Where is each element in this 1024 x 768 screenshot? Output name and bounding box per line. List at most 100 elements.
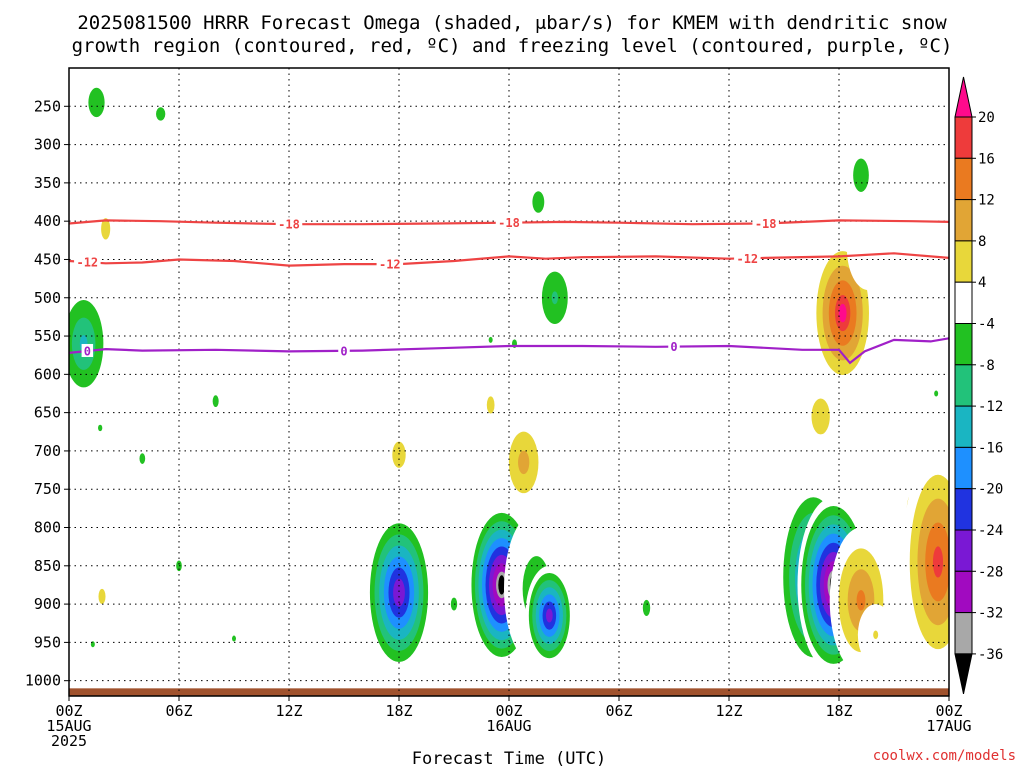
- contour-label-bg: [668, 339, 680, 353]
- omega-contour-pos4: [653, 542, 695, 620]
- contour-label: -12: [736, 252, 758, 266]
- y-tick-label: 700: [34, 442, 61, 460]
- omega-contour-neg8: [934, 390, 939, 397]
- colorbar-swatch: [954, 157, 973, 201]
- colorbar-label: 4: [978, 275, 986, 291]
- omega-contour-pos4: [123, 573, 162, 643]
- omega-contour-pos8: [873, 630, 879, 640]
- omega-region: [73, 152, 139, 306]
- omega-contour-pos4: [464, 144, 488, 168]
- omega-region: [835, 121, 887, 229]
- omega-contour-neg8: [139, 453, 146, 464]
- chart-title-line-2: growth region (contoured, red, ºC) and f…: [72, 35, 953, 57]
- colorbar-label: -4: [978, 317, 995, 333]
- colorbar-label: 16: [978, 151, 995, 167]
- x-tick-label: 18Z: [385, 702, 412, 720]
- y-tick-label: 600: [34, 365, 61, 383]
- x-tick-label: 2025: [51, 732, 87, 750]
- omega-contour-pos4: [843, 427, 879, 490]
- colorbar-swatch: [954, 446, 973, 490]
- omega-region: [524, 228, 553, 268]
- omega-region: [922, 374, 949, 413]
- omega-region: [843, 427, 879, 490]
- colorbar-label: 20: [978, 110, 995, 126]
- contour-label-bg: [74, 255, 101, 269]
- omega-contour-neg28: [545, 608, 553, 623]
- x-tick-label: 00Z: [495, 702, 522, 720]
- omega-contour-pos4: [914, 75, 949, 206]
- omega-contour-core: [838, 303, 847, 323]
- colorbar-label: -16: [978, 440, 1003, 456]
- x-tick-label: 00Z: [55, 702, 82, 720]
- x-tick-label: 18Z: [825, 702, 852, 720]
- colorbar-label: 8: [978, 234, 986, 250]
- ground-surface: [69, 688, 949, 696]
- omega-contour-pos4: [550, 90, 596, 183]
- y-tick-label: 850: [34, 557, 61, 575]
- x-tick-label: 17AUG: [926, 717, 971, 735]
- omega-region: [425, 435, 447, 451]
- omega-contour-neg8: [156, 107, 166, 121]
- omega-region: [365, 512, 433, 674]
- omega-contour-neg8: [853, 158, 869, 192]
- omega-region: [532, 251, 578, 344]
- x-tick-label: 12Z: [275, 702, 302, 720]
- colorbar-swatch: [954, 570, 973, 614]
- colorbar-label: -8: [978, 358, 995, 374]
- contour-label: 0: [670, 340, 677, 354]
- pressure-axis: 250 300 350 400 450 500 550 600 650 700 750 800 850 9…: [25, 97, 69, 690]
- omega-region: [525, 565, 574, 666]
- colorbar-swatch: [954, 199, 973, 242]
- omega-region: [82, 638, 103, 651]
- y-tick-label: 950: [34, 633, 61, 651]
- omega-region: [223, 630, 245, 647]
- omega-contour-pos8: [98, 588, 106, 604]
- omega-contour-pos20: [932, 546, 944, 578]
- colorbar: 20 16 12 8 4 -4 -8 -12 -16 -20 -24 -28 -32 -36: [954, 76, 1003, 695]
- contour-label: 0: [84, 344, 91, 358]
- colorbar-label: -28: [978, 564, 1003, 580]
- omega-contour-pos16: [856, 590, 866, 611]
- y-tick-label: 750: [34, 480, 61, 498]
- omega-contour-neg8: [532, 191, 545, 213]
- omega-contour-pos4: [183, 496, 205, 513]
- contour-label-bg: [376, 257, 404, 271]
- omega-contour-neg8: [88, 87, 105, 118]
- temperature-contours: -18 -18 -18 -12 -12 -12 0 0 0: [69, 215, 949, 365]
- omega-contour-pos8: [101, 218, 111, 240]
- y-tick-label: 450: [34, 250, 61, 268]
- colorbar-swatch: [954, 364, 973, 407]
- y-tick-label: 650: [34, 404, 61, 422]
- colorbar-swatch: [954, 323, 973, 366]
- omega-region: [123, 573, 162, 643]
- omega-region: [129, 117, 156, 149]
- omega-region: [499, 412, 548, 513]
- y-tick-label: 550: [34, 327, 61, 345]
- omega-region: [464, 144, 488, 168]
- y-tick-label: 400: [34, 212, 61, 230]
- chart-title-line-1: 2025081500 HRRR Forecast Omega (shaded, …: [77, 12, 947, 34]
- contour-label: 0: [340, 344, 347, 358]
- omega-contour-neg8: [232, 635, 236, 642]
- omega-contour-pos4: [524, 228, 553, 268]
- omega-contour-pos8: [392, 441, 406, 468]
- omega-contour-core: [498, 575, 506, 595]
- omega-region: [194, 359, 238, 444]
- omega-region: [84, 404, 116, 451]
- y-tick-label: 900: [34, 595, 61, 613]
- contour-line: [69, 337, 949, 365]
- plot-area: -18 -18 -18 -12 -12 -12 0 0 0: [69, 68, 949, 696]
- omega-contour-neg12: [551, 291, 559, 305]
- omega-region: [902, 450, 949, 673]
- omega-region: [920, 251, 949, 321]
- omega-shading: [69, 68, 949, 674]
- x-tick-label: 15AUG: [46, 717, 91, 735]
- y-tick-label: 350: [34, 174, 61, 192]
- omega-contour-neg8: [488, 336, 493, 343]
- omega-region: [751, 236, 780, 275]
- omega-region: [76, 542, 128, 651]
- contour-label: -12: [76, 256, 98, 270]
- x-tick-label: 06Z: [605, 702, 632, 720]
- colorbar-swatch: [954, 240, 973, 283]
- omega-region: [698, 244, 730, 291]
